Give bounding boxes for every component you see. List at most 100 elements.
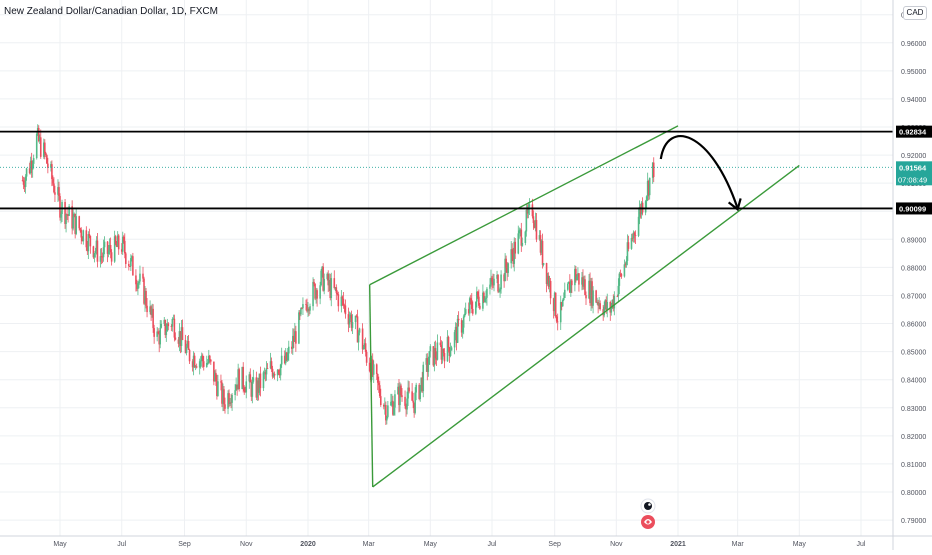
candle — [448, 346, 451, 363]
candle-body — [151, 308, 153, 315]
candle — [485, 290, 487, 304]
candle — [559, 295, 562, 331]
price-tick-label: 0.94000 — [901, 97, 926, 104]
candle — [540, 239, 543, 256]
candle-body — [67, 214, 69, 216]
time-axis[interactable]: May Jul Sep Nov 2020 Mar May Jul Sep Nov 2021 Mar Ma… — [0, 535, 932, 548]
candle — [535, 212, 538, 243]
candle-body — [341, 296, 344, 299]
drawings[interactable] — [0, 125, 893, 488]
candle-body — [294, 331, 296, 342]
candle — [300, 307, 302, 317]
tradingview-logo-icon[interactable] — [637, 497, 659, 531]
trendline — [369, 125, 679, 286]
candle — [343, 303, 346, 313]
candle — [188, 348, 191, 365]
candle-body — [606, 301, 609, 311]
candle — [58, 181, 60, 201]
candle — [326, 272, 329, 281]
candle-body — [215, 372, 217, 382]
candle-body — [449, 350, 452, 356]
candle-body — [556, 321, 559, 323]
candle-body — [596, 302, 598, 303]
candle-body — [651, 162, 654, 178]
candle — [100, 248, 103, 265]
candle — [80, 227, 83, 245]
candle-body — [505, 258, 507, 268]
candle — [349, 312, 352, 323]
candle-body — [475, 301, 477, 314]
candle-body — [637, 216, 640, 236]
candle — [146, 297, 148, 318]
candle-body — [547, 275, 550, 287]
candle — [590, 278, 592, 311]
candle — [123, 233, 126, 259]
candle — [102, 239, 105, 262]
candle — [178, 323, 181, 352]
candle-body — [401, 395, 403, 397]
candle-body — [255, 377, 258, 398]
candle — [528, 198, 531, 216]
candle — [432, 346, 435, 367]
candle — [270, 357, 273, 373]
candle — [250, 379, 253, 402]
candle-body — [540, 240, 543, 253]
candle — [248, 371, 251, 389]
candle-body — [172, 318, 175, 320]
candle-body — [497, 274, 499, 292]
candle-body — [107, 250, 110, 254]
candle-body — [194, 366, 197, 368]
candle-body — [157, 331, 159, 334]
candle — [425, 353, 428, 372]
candle — [59, 193, 61, 221]
candle-body — [525, 209, 528, 232]
candle-body — [519, 229, 522, 231]
candle-body — [178, 331, 181, 344]
candle — [295, 325, 297, 352]
candle-body — [602, 309, 604, 316]
candle — [556, 313, 559, 331]
candle-body — [315, 290, 317, 299]
candle — [53, 177, 55, 194]
candle — [156, 326, 158, 342]
candle-body — [524, 231, 527, 243]
candle-body — [511, 249, 514, 255]
candle — [426, 353, 429, 381]
candle — [648, 177, 651, 200]
candle-body — [455, 326, 458, 343]
candle-body — [429, 346, 432, 352]
candle-body — [272, 373, 275, 377]
candle-body — [256, 380, 259, 398]
candle-body — [195, 366, 198, 368]
candle — [215, 369, 217, 386]
candle — [81, 236, 84, 242]
candle-body — [238, 369, 240, 390]
candle — [623, 259, 626, 278]
price-axis[interactable]: 0.970000.960000.950000.940000.930000.920… — [892, 0, 932, 550]
candle — [504, 253, 506, 282]
candle — [209, 354, 211, 364]
candle-body — [467, 309, 470, 314]
candle — [170, 324, 173, 332]
candle-body — [81, 237, 84, 242]
candle — [47, 157, 49, 174]
candle-body — [415, 384, 417, 393]
candle-body — [363, 343, 366, 348]
candle — [517, 225, 520, 255]
candle-body — [298, 312, 300, 344]
candle — [651, 162, 654, 184]
candle-body — [291, 346, 293, 349]
candle-body — [589, 280, 591, 304]
level-price-label-bg — [896, 202, 932, 215]
currency-badge[interactable]: CAD — [903, 6, 927, 20]
candle — [576, 274, 578, 281]
candle-body — [184, 340, 187, 353]
candle — [114, 234, 117, 246]
candle — [312, 277, 314, 311]
candle — [463, 307, 466, 318]
candle — [308, 307, 310, 316]
candle — [491, 275, 493, 290]
candle-body — [50, 164, 52, 168]
